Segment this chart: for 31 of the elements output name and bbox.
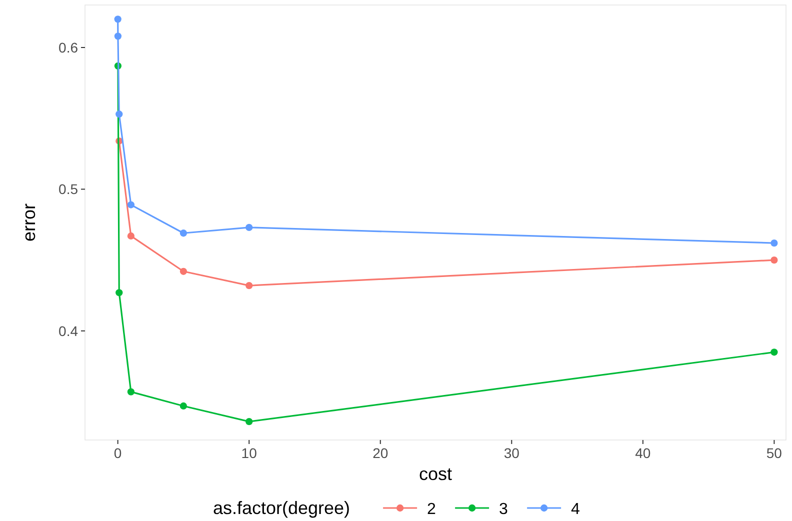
x-tick-label: 40 — [635, 445, 651, 461]
point — [246, 418, 253, 426]
x-tick-label: 10 — [241, 445, 258, 461]
point — [114, 32, 122, 40]
legend-title: as.factor(degree) — [212, 498, 350, 518]
x-tick-label: 0 — [114, 445, 122, 461]
point — [770, 256, 778, 264]
point — [116, 110, 123, 118]
legend-label: 4 — [571, 501, 580, 518]
point — [770, 348, 778, 356]
point — [114, 16, 122, 23]
x-tick-label: 30 — [504, 445, 520, 461]
y-tick-label: 0.6 — [58, 40, 78, 56]
legend-label: 2 — [427, 501, 436, 518]
x-axis-title: cost — [418, 464, 452, 484]
point — [246, 282, 253, 290]
y-axis-title: error — [19, 203, 39, 242]
x-tick-label: 50 — [766, 445, 782, 461]
point — [127, 232, 135, 240]
point — [180, 402, 188, 410]
point — [180, 230, 188, 237]
y-tick-label: 0.4 — [58, 322, 78, 339]
point — [127, 388, 135, 396]
point — [770, 239, 778, 247]
x-tick-label: 20 — [372, 445, 388, 461]
point — [116, 289, 123, 296]
y-tick-label: 0.5 — [58, 181, 78, 198]
point — [127, 201, 135, 208]
legend-label: 3 — [499, 501, 508, 518]
point — [180, 268, 188, 275]
point — [246, 224, 253, 232]
